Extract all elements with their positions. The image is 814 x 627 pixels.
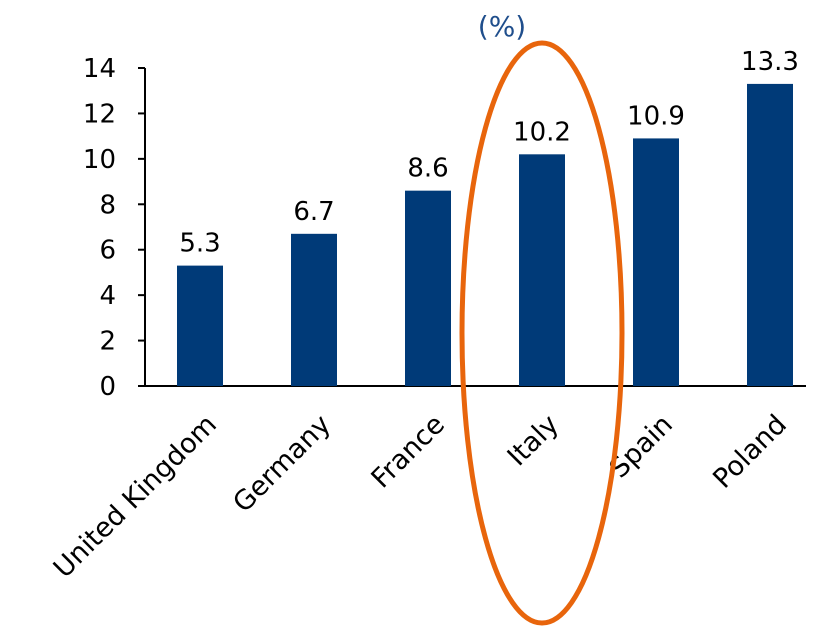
- data-label: 10.9: [627, 101, 685, 131]
- bar-united-kingdom: [177, 265, 223, 386]
- category-label: France: [366, 409, 451, 494]
- y-tick-label: 14: [83, 54, 116, 84]
- bar-germany: [291, 233, 337, 386]
- category-label: Germany: [227, 409, 337, 519]
- y-tick-label: 12: [83, 99, 116, 129]
- y-tick-label: 4: [99, 281, 116, 311]
- data-label: 13.3: [741, 47, 799, 77]
- bars: 5.3 United Kingdom 6.7 Germany 8.6 France 10.2…: [48, 47, 799, 584]
- y-tick-label: 6: [99, 236, 116, 266]
- y-tick-label: 10: [83, 145, 116, 175]
- highlight-ellipse-group: [459, 40, 625, 626]
- bar-spain: [633, 138, 679, 386]
- bar-france: [405, 190, 451, 386]
- data-label: 10.2: [513, 117, 571, 147]
- chart-subtitle: (%): [478, 10, 526, 43]
- axes: 0 2 4 6 8 10 12 14: [83, 54, 806, 402]
- y-tick-label: 0: [99, 372, 116, 402]
- category-label: Poland: [707, 409, 793, 495]
- data-label: 5.3: [179, 229, 220, 259]
- y-tick-label: 8: [99, 190, 116, 220]
- bar-poland: [747, 83, 793, 387]
- category-label: Italy: [502, 409, 565, 472]
- highlight-ellipse: [459, 40, 625, 626]
- bar-italy: [519, 154, 565, 386]
- data-label: 6.7: [293, 197, 334, 227]
- data-label: 8.6: [407, 154, 448, 184]
- y-tick-label: 2: [99, 327, 116, 357]
- category-label: United Kingdom: [48, 409, 223, 584]
